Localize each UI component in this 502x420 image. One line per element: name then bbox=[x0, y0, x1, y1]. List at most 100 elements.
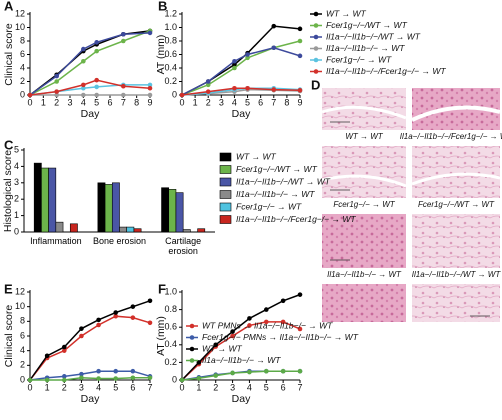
x-tick-label: 2 bbox=[206, 97, 211, 107]
data-point bbox=[205, 82, 211, 88]
image-caption: Il1a−/−Il1b−/−/WT → WT bbox=[412, 270, 502, 279]
bar bbox=[33, 162, 42, 233]
series-line bbox=[181, 87, 301, 96]
y-tick-label: 0.4 bbox=[164, 62, 177, 72]
legend-label: Fcer1g−/− → WT bbox=[326, 54, 392, 64]
data-point bbox=[263, 307, 269, 312]
x-tick-label: 1 bbox=[45, 382, 50, 392]
data-point bbox=[263, 319, 269, 325]
data-point bbox=[79, 375, 84, 381]
legend-marker bbox=[313, 57, 319, 63]
legend-label: Il1a−/−Il1b−/−/WT → WT bbox=[236, 176, 331, 186]
y-tick-label: 0.8 bbox=[164, 35, 177, 45]
y-axis-label: AT (mm) bbox=[155, 35, 167, 75]
legend-label: Il1a−/−Il1b−/− → WT bbox=[202, 355, 281, 365]
x-tick-label: 7 bbox=[147, 382, 152, 392]
panel-label: B bbox=[158, 0, 167, 13]
panel-label: A bbox=[4, 0, 14, 13]
y-tick-label: 6 bbox=[20, 330, 25, 340]
bar bbox=[182, 229, 191, 233]
data-point bbox=[247, 316, 252, 321]
data-point bbox=[130, 375, 136, 381]
data-point bbox=[147, 85, 153, 91]
series-line bbox=[29, 300, 151, 381]
y-tick-label: 12 bbox=[15, 8, 25, 18]
image-caption: Fcer1g−/−/WT → WT bbox=[418, 200, 495, 209]
legend-label: WT → WT bbox=[326, 8, 366, 18]
tissue-gap bbox=[321, 105, 407, 120]
x-tick-label: 0 bbox=[27, 97, 32, 107]
x-tick-label: 1 bbox=[196, 382, 201, 392]
bar bbox=[55, 221, 64, 233]
series-line bbox=[181, 25, 301, 96]
data-point bbox=[96, 317, 101, 323]
legend-marker bbox=[313, 46, 319, 51]
y-tick-label: 2 bbox=[20, 360, 25, 370]
data-point bbox=[179, 377, 185, 383]
data-point bbox=[230, 333, 235, 339]
data-point bbox=[61, 377, 67, 383]
histology-image bbox=[322, 284, 406, 322]
data-point bbox=[271, 87, 277, 92]
x-tick-label: 3 bbox=[79, 382, 84, 392]
x-axis-label: Day bbox=[81, 108, 100, 120]
bar bbox=[197, 228, 206, 233]
legend-swatch bbox=[219, 177, 232, 187]
x-tick-label: Cartilage erosion bbox=[165, 236, 202, 256]
data-point bbox=[61, 344, 67, 350]
data-point bbox=[121, 92, 126, 98]
x-axis-label: Day bbox=[232, 393, 251, 405]
histology-image bbox=[412, 146, 500, 198]
x-tick-label: 8 bbox=[284, 97, 289, 107]
data-point bbox=[81, 82, 86, 88]
bar bbox=[161, 187, 170, 233]
x-tick-label: 1 bbox=[193, 97, 198, 107]
data-point bbox=[280, 368, 286, 374]
legend-label: Il1a−/−Il1b−/−/WT → WT bbox=[326, 31, 421, 41]
y-tick-label: 3 bbox=[14, 177, 19, 187]
tissue-gap bbox=[321, 174, 407, 188]
bar bbox=[111, 182, 120, 233]
data-point bbox=[232, 85, 237, 91]
x-tick-label: 6 bbox=[258, 97, 263, 107]
x-tick-label: 5 bbox=[264, 382, 269, 392]
x-tick-label: 7 bbox=[271, 97, 276, 107]
bar bbox=[41, 167, 49, 233]
y-tick-label: 8 bbox=[20, 316, 25, 326]
data-point bbox=[232, 58, 237, 64]
data-point bbox=[27, 92, 33, 98]
x-tick-label: 6 bbox=[107, 97, 112, 107]
legend-label: WT → WT bbox=[236, 151, 276, 161]
y-tick-label: 0.2 bbox=[164, 357, 177, 367]
data-point bbox=[130, 315, 136, 320]
x-tick-label: 4 bbox=[96, 382, 101, 392]
data-point bbox=[297, 87, 303, 93]
data-point bbox=[113, 310, 119, 315]
data-point bbox=[297, 326, 303, 332]
y-tick-label: 0.6 bbox=[164, 49, 177, 59]
y-tick-label: 10 bbox=[15, 22, 25, 32]
data-point bbox=[147, 375, 153, 381]
series-line bbox=[29, 32, 151, 96]
y-tick-label: 0 bbox=[20, 374, 25, 384]
y-tick-label: 0 bbox=[14, 226, 19, 236]
legend-marker bbox=[189, 335, 195, 340]
data-point bbox=[230, 329, 235, 334]
data-point bbox=[196, 375, 202, 381]
legend-swatch bbox=[219, 165, 232, 174]
data-point bbox=[297, 38, 303, 44]
x-tick-label: 4 bbox=[232, 97, 237, 107]
series-line bbox=[29, 79, 151, 96]
data-point bbox=[130, 304, 136, 309]
data-point bbox=[280, 319, 286, 325]
x-tick-label: 6 bbox=[281, 382, 286, 392]
y-tick-label: 0 bbox=[172, 374, 177, 384]
data-point bbox=[96, 368, 101, 374]
image-caption: Il1a−/−Il1b−/− → WT bbox=[327, 270, 402, 279]
legend-label: Il1a−/−Il1b−/− → WT bbox=[236, 189, 315, 199]
bar bbox=[175, 192, 184, 233]
panel-label: E bbox=[4, 281, 13, 296]
data-point bbox=[280, 298, 286, 304]
data-point bbox=[147, 320, 153, 326]
data-point bbox=[79, 371, 84, 377]
